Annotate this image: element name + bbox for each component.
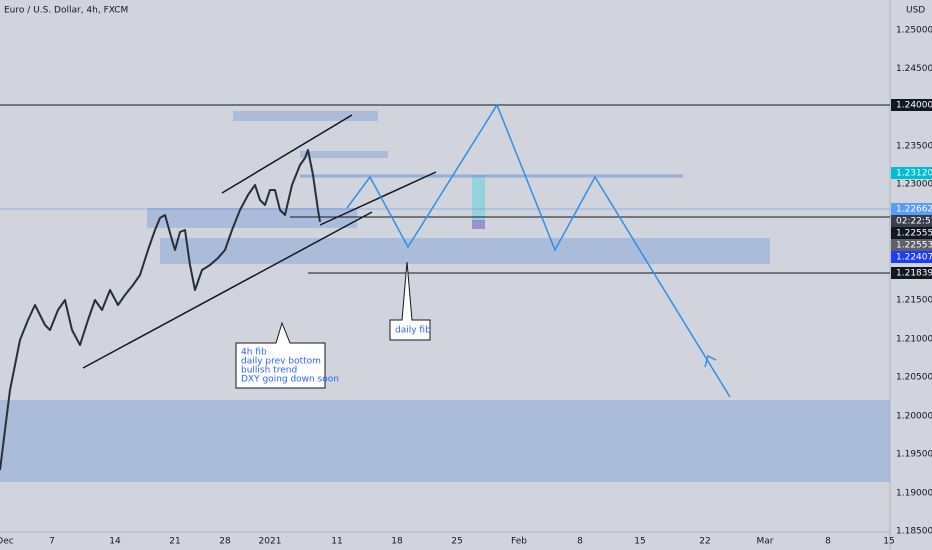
annotation-text: daily prev bottom	[241, 357, 321, 367]
annotation-text: 4h fib	[241, 348, 267, 358]
price-label: 1.21000	[896, 335, 932, 345]
callout	[389, 261, 431, 341]
projection-path	[346, 103, 731, 398]
time-label: 2021	[259, 537, 282, 547]
price-tag	[891, 239, 932, 251]
price-tag-label: 1.21839	[896, 269, 932, 279]
callout	[235, 321, 326, 389]
price-series	[0, 149, 321, 471]
price-tag	[891, 203, 932, 215]
price-tag-label: 1.24000	[896, 101, 932, 111]
fib-box	[472, 175, 485, 221]
price-label: 1.20500	[896, 373, 932, 383]
zone	[233, 111, 378, 121]
time-label: 28	[219, 537, 231, 547]
price-label: 1.19500	[896, 450, 932, 460]
trend-lines	[82, 114, 437, 369]
chart-title: Euro / U.S. Dollar, 4h, FXCM	[4, 6, 128, 16]
time-label: Mar	[757, 537, 774, 547]
time-label: 18	[391, 537, 403, 547]
trend-line	[221, 114, 353, 194]
price-tag-label: 1.22555	[896, 229, 932, 239]
trend-line	[319, 171, 437, 226]
trend-line	[82, 211, 373, 369]
price-tag	[891, 99, 932, 111]
chart-area	[0, 0, 890, 550]
projection-arrow	[704, 354, 717, 368]
price-labels: 1.25000 1.24500 1.23500 1.23000 1.21500 1.210…	[896, 26, 932, 537]
zone	[147, 208, 357, 228]
price-tag-label: 1.23120	[896, 169, 932, 179]
price-tag	[891, 167, 932, 179]
price-label: 1.21500	[896, 296, 932, 306]
price-tag-label: 02:22:51	[896, 217, 932, 227]
zone	[300, 151, 388, 158]
time-label: 15	[634, 537, 645, 547]
time-label: Feb	[511, 537, 527, 547]
time-label: 7	[49, 537, 55, 547]
price-tag	[891, 267, 932, 279]
price-tag-label: 1.22553	[896, 241, 932, 251]
zones	[0, 111, 890, 482]
time-label: 8	[825, 537, 831, 547]
annotation-text: daily fib	[395, 326, 431, 336]
price-label: 1.25000	[896, 26, 932, 36]
price-label: 1.19000	[896, 489, 932, 499]
currency-label: USD	[906, 6, 925, 16]
annotation-text: bullish trend	[241, 366, 297, 376]
price-tag	[891, 215, 932, 227]
zone	[0, 400, 890, 482]
time-label: 11	[331, 537, 342, 547]
price-label: 1.23500	[896, 142, 932, 152]
time-label: Dec	[0, 537, 14, 547]
annotation-text: DXY going down soon	[241, 375, 339, 385]
price-tag	[891, 251, 932, 263]
time-label: 25	[451, 537, 462, 547]
price-tag-label: 1.22407	[896, 253, 932, 263]
time-label: 21	[169, 537, 180, 547]
price-tag-label: 1.22662	[896, 205, 932, 215]
price-label: 1.20000	[896, 412, 932, 422]
time-label: 15	[883, 537, 894, 547]
price-tag	[891, 227, 932, 239]
price-label: 1.24500	[896, 64, 932, 74]
time-label: 14	[109, 537, 121, 547]
price-label: 1.18500	[896, 527, 932, 537]
price-label: 1.23000	[896, 180, 932, 190]
price-tags: 1.24000 1.23120 1.22662 02:22:51 1.22555 1.22…	[891, 99, 932, 279]
time-labels: Dec 7 14 21 28 2021 11 18 25 Feb 8 15 22 Mar 8 15	[0, 537, 895, 547]
zone	[160, 238, 770, 264]
time-label: 22	[699, 537, 710, 547]
time-label: 8	[577, 537, 583, 547]
fib-box	[472, 220, 485, 229]
